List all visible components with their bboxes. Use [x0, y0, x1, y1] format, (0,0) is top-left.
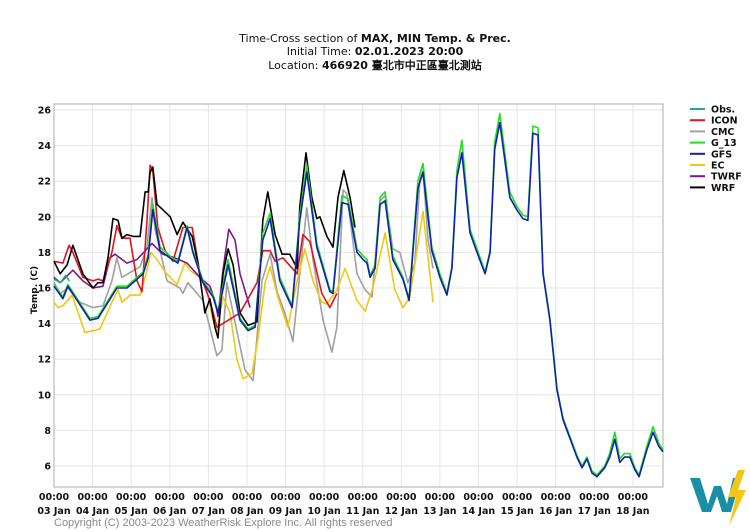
plot-frame — [53, 103, 664, 488]
series-line-icon — [53, 164, 338, 329]
y-tick-label: 16 — [38, 284, 52, 295]
initial-time: 02.01.2023 20:00 — [354, 45, 464, 58]
x-tick-time: 00:00 — [425, 492, 456, 503]
x-tick-time: 00:00 — [232, 492, 263, 503]
y-tick-label: 14 — [38, 319, 52, 330]
series-line-twrf — [53, 228, 251, 318]
y-tick-label: 6 — [44, 461, 51, 472]
x-tick-date: 12 Jan — [385, 506, 418, 517]
chart-title: Time-Cross section of MAX, MIN Temp. & P… — [0, 31, 750, 46]
x-tick-date: 15 Jan — [500, 506, 533, 517]
x-tick-date: 04 Jan — [76, 506, 109, 517]
x-tick-date: 09 Jan — [269, 506, 302, 517]
x-tick-time: 00:00 — [386, 492, 417, 503]
y-tick-label: 20 — [38, 212, 52, 223]
legend-label: CMC — [711, 127, 734, 138]
y-tick-label: 10 — [38, 390, 52, 401]
legend-label: TWRF — [711, 172, 742, 183]
title-bold: MAX, MIN Temp. & Prec. — [360, 32, 511, 45]
y-tick-label: 18 — [38, 248, 52, 259]
chart-subtitle: Initial Time: 02.01.2023 20:00 — [0, 44, 750, 59]
x-tick-date: 11 Jan — [346, 506, 379, 517]
title-prefix: Time-Cross section of — [239, 32, 361, 45]
x-tick-date: 10 Jan — [308, 506, 341, 517]
weatherrisk-logo — [690, 470, 746, 526]
x-tick-time: 00:00 — [541, 492, 572, 503]
series-line-cmc — [53, 169, 434, 382]
legend-label: EC — [711, 161, 724, 172]
series-lines — [53, 112, 664, 478]
legend-label: Obs. — [711, 105, 735, 116]
x-tick-date: 17 Jan — [578, 506, 611, 517]
x-tick-time: 00:00 — [270, 492, 301, 503]
y-tick-label: 12 — [38, 355, 51, 366]
series-line-gfs — [53, 121, 664, 478]
x-tick-time: 00:00 — [116, 492, 147, 503]
location-prefix: Location: — [268, 59, 322, 72]
y-tick-label: 22 — [38, 177, 51, 188]
chart-location: Location: 466920 臺北市中正區臺北測站 — [0, 58, 750, 73]
x-tick-date: 14 Jan — [462, 506, 495, 517]
x-tick-date: 13 Jan — [423, 506, 456, 517]
series-line-obs — [53, 274, 71, 284]
y-tick-label: 24 — [38, 141, 52, 152]
x-tick-time: 00:00 — [39, 492, 70, 503]
x-tick-date: 18 Jan — [616, 506, 649, 517]
legend-label: WRF — [711, 183, 735, 194]
x-tick-date: 08 Jan — [230, 506, 263, 517]
subtitle-prefix: Initial Time: — [286, 45, 355, 58]
series-line-wrf — [53, 152, 356, 339]
y-tick-label: 26 — [38, 106, 52, 117]
y-tick-label: 8 — [44, 426, 51, 437]
logo-bolt-icon — [728, 470, 746, 526]
x-tick-date: 06 Jan — [153, 506, 186, 517]
x-tick-time: 00:00 — [193, 492, 224, 503]
series-line-g13 — [53, 112, 664, 476]
x-tick-labels: 00:00 03 Jan 00:00 04 Jan 00:00 05 Jan 00:00 06… — [37, 492, 649, 517]
series-line-ec — [53, 210, 434, 380]
x-tick-time: 00:00 — [502, 492, 533, 503]
x-tick-date: 16 Jan — [539, 506, 572, 517]
grid — [53, 104, 663, 487]
x-tick-time: 00:00 — [155, 492, 186, 503]
legend-label: G_13 — [711, 138, 737, 149]
logo-w-icon — [690, 478, 741, 512]
x-tick-time: 00:00 — [77, 492, 108, 503]
x-tick-time: 00:00 — [348, 492, 379, 503]
location-name: 466920 臺北市中正區臺北測站 — [321, 59, 482, 72]
x-tick-date: 07 Jan — [192, 506, 225, 517]
x-tick-date: 05 Jan — [115, 506, 148, 517]
legend-label: ICON — [711, 116, 738, 127]
y-axis-label: Temp. (C) — [30, 266, 40, 314]
copyright: Copyright (C) 2003-2023 WeatherRisk Expl… — [54, 517, 393, 529]
x-tick-time: 00:00 — [309, 492, 340, 503]
x-tick-time: 00:00 — [463, 492, 494, 503]
legend-label: GFS — [711, 149, 732, 160]
x-tick-time: 00:00 — [618, 492, 649, 503]
x-tick-date: 03 Jan — [37, 506, 70, 517]
x-tick-time: 00:00 — [579, 492, 610, 503]
y-tick-labels: 6 8 10 12 14 16 18 20 22 24 26 — [38, 106, 52, 473]
